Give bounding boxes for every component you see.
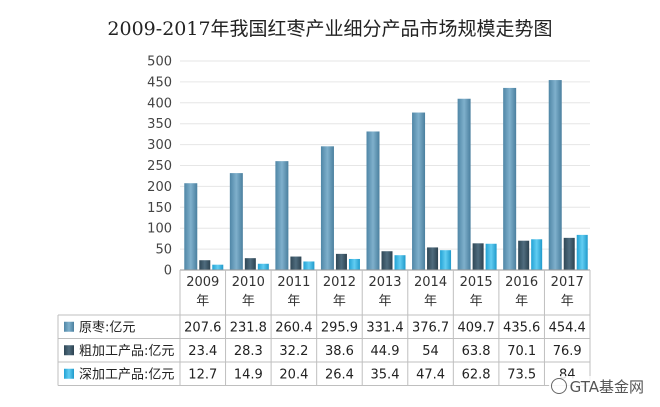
bar [366,131,380,270]
legend-key [64,368,74,379]
legend-label: 粗加工产品:亿元 [79,344,174,359]
data-label: 26.4 [325,367,354,382]
bar [199,260,211,270]
x-tick-label: 2011 [277,275,310,290]
bar [485,243,497,270]
data-label: 409.7 [458,320,495,335]
bar [229,173,243,270]
y-tick-label: 0 [164,264,172,279]
x-tick-label: 年 [561,294,574,309]
x-tick-label: 年 [424,294,437,309]
bar [412,112,426,270]
bar [184,183,198,270]
x-tick-label: 年 [378,294,391,309]
y-tick-label: 300 [147,138,172,153]
y-axis-ticks: 0 50 100 150 200 250 300 350 400 450 500 [147,55,172,279]
bar [320,146,334,270]
y-tick-label: 500 [147,55,172,70]
x-tick-label: 2012 [323,275,356,290]
data-table: 2009 年 2010 年 2011 年 2012 年 2013 年 2014 年 2015 年 2016 年… [57,269,591,386]
bar [518,240,530,270]
x-tick-label: 2015 [460,275,493,290]
data-label: 73.5 [507,367,536,382]
x-tick-label: 年 [242,294,255,309]
data-label: 47.4 [416,367,445,382]
bar [472,243,484,270]
bar [427,247,439,270]
watermark: GTA基金网 [548,376,646,397]
x-tick-label: 年 [470,294,483,309]
bar [503,87,517,271]
data-label: 63.8 [462,344,491,359]
bar [548,80,562,271]
data-label: 295.9 [321,320,358,335]
y-tick-label: 450 [147,75,172,90]
bar [576,234,588,270]
y-tick-label: 50 [155,243,172,258]
bar [440,250,452,270]
y-tick-label: 400 [147,96,172,111]
data-label: 231.8 [230,320,267,335]
bars [184,80,588,271]
x-tick-label: 2013 [368,275,401,290]
x-tick-label: 2016 [505,275,538,290]
data-label: 14.9 [234,367,263,382]
legend-key [64,321,74,332]
y-tick-label: 100 [147,222,172,237]
bar [257,263,269,270]
data-label: 20.4 [279,367,308,382]
x-tick-label: 2017 [551,275,584,290]
bar [335,253,347,270]
legend-label: 深加工产品:亿元 [79,367,174,382]
data-label: 12.7 [188,367,217,382]
bar [244,258,256,270]
data-label: 331.4 [366,320,403,335]
bar [303,261,315,270]
wechat-icon [550,378,567,394]
bar [290,256,302,270]
data-label: 62.8 [462,367,491,382]
x-tick-label: 年 [333,294,346,309]
bar [531,239,543,270]
x-tick-label: 年 [287,294,300,309]
bar [212,264,224,270]
data-label: 35.4 [371,367,400,382]
data-label: 44.9 [371,344,400,359]
bar [381,251,393,270]
data-label: 435.6 [503,320,540,335]
x-tick-label: 2010 [232,275,265,290]
x-tick-label: 2014 [414,275,447,290]
bar [457,98,471,271]
bar [394,255,406,270]
y-tick-label: 150 [147,201,172,216]
x-tick-label: 年 [196,294,209,309]
bar [348,258,360,270]
data-label: 54 [422,344,439,359]
data-label: 38.6 [325,344,354,359]
data-label: 23.4 [188,344,217,359]
y-tick-label: 350 [147,117,172,132]
data-label: 28.3 [234,344,263,359]
data-label: 260.4 [275,320,312,335]
bar [563,237,575,270]
watermark-text: GTA基金网 [569,378,644,396]
x-tick-label: 年 [515,294,528,309]
chart-title: 2009-2017年我国红枣产业细分产品市场规模走势图 [107,18,553,40]
data-label: 454.4 [549,320,586,335]
x-tick-label: 2009 [186,275,219,290]
data-label: 76.9 [553,344,582,359]
bar [275,161,289,270]
y-tick-label: 200 [147,180,172,195]
data-label: 32.2 [279,344,308,359]
legend-label: 原枣:亿元 [79,320,135,335]
data-label: 70.1 [507,344,536,359]
legend-key [64,345,74,356]
data-label: 376.7 [412,320,449,335]
data-label: 207.6 [184,320,221,335]
y-tick-label: 250 [147,159,172,174]
